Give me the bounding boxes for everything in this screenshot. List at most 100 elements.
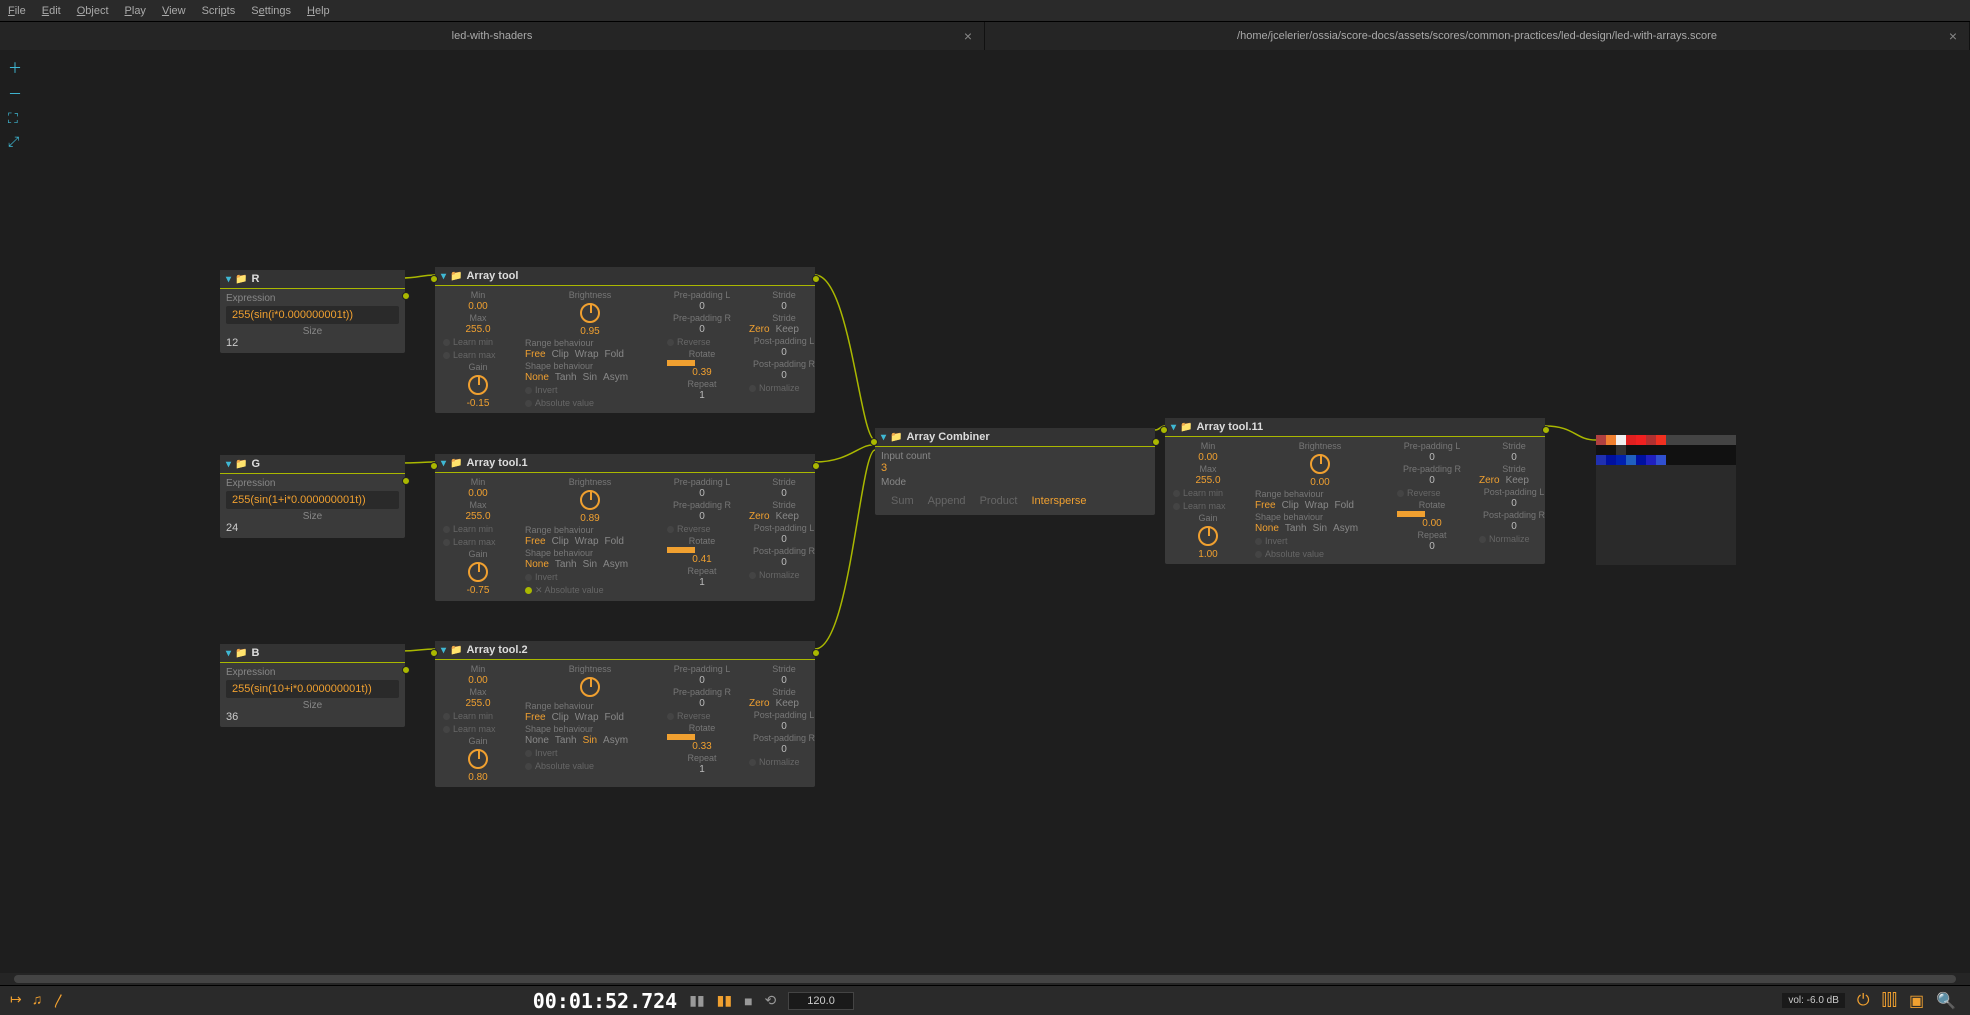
- menu-play[interactable]: Play: [125, 5, 146, 17]
- port-out[interactable]: [812, 649, 820, 657]
- port-out[interactable]: [402, 292, 410, 300]
- normalize-check[interactable]: Normalize: [749, 383, 819, 393]
- collapse-icon[interactable]: ▾: [226, 459, 231, 470]
- invert-check[interactable]: Invert: [525, 748, 655, 758]
- expression-input[interactable]: 255(sin(1+i*0.000000001t)): [226, 491, 399, 509]
- learn-max-check[interactable]: Learn max: [443, 724, 513, 734]
- absval-check[interactable]: ✕ Absolute value: [525, 585, 655, 596]
- close-icon[interactable]: ×: [1949, 28, 1957, 44]
- shape-asym[interactable]: Asym: [1333, 523, 1358, 534]
- rotate-slider[interactable]: [667, 547, 695, 553]
- normalize-check[interactable]: Normalize: [749, 757, 819, 767]
- node-array-tool-1[interactable]: ▾📁Array tool.1 Min 0.00 Max 255.0 Learn …: [435, 454, 815, 601]
- zoom-in-icon[interactable]: ＋: [8, 58, 22, 78]
- learn-max-check[interactable]: Learn max: [1173, 501, 1243, 511]
- port-out[interactable]: [402, 477, 410, 485]
- normalize-check[interactable]: Normalize: [749, 570, 819, 580]
- expression-input[interactable]: 255(sin(i*0.000000001t)): [226, 306, 399, 324]
- port-out[interactable]: [1542, 426, 1550, 434]
- shape-sin[interactable]: Sin: [1313, 523, 1327, 534]
- absval-check[interactable]: Absolute value: [1255, 549, 1385, 559]
- range-wrap[interactable]: Wrap: [575, 536, 599, 547]
- range-fold[interactable]: Fold: [605, 712, 624, 723]
- port-out[interactable]: [1152, 438, 1160, 446]
- menu-file[interactable]: File: [8, 5, 26, 17]
- learn-min-check[interactable]: Learn min: [443, 524, 513, 534]
- close-icon[interactable]: ×: [964, 28, 972, 44]
- shape-sin[interactable]: Sin: [583, 735, 597, 746]
- mode-sum[interactable]: Sum: [891, 495, 914, 507]
- shape-sin[interactable]: Sin: [583, 559, 597, 570]
- node-rgb-g[interactable]: ▾📁G Expression 255(sin(1+i*0.000000001t)…: [220, 455, 405, 538]
- node-rgb-b[interactable]: ▾📁B Expression 255(sin(10+i*0.000000001t…: [220, 644, 405, 727]
- stop-icon[interactable]: ■: [740, 993, 756, 1009]
- collapse-icon[interactable]: ▾: [441, 458, 446, 469]
- rotate-slider[interactable]: [667, 734, 695, 740]
- learn-max-check[interactable]: Learn max: [443, 350, 513, 360]
- tempo-input[interactable]: 120.0: [788, 992, 854, 1010]
- zero[interactable]: Zero: [749, 698, 770, 709]
- shape-asym[interactable]: Asym: [603, 559, 628, 570]
- mixer-icon[interactable]: ⫿⫿⫿: [1882, 992, 1897, 1010]
- pause-icon[interactable]: ▮▮: [685, 992, 708, 1009]
- normalize-check[interactable]: Normalize: [1479, 534, 1549, 544]
- node-rgb-r[interactable]: ▾📁R Expression 255(sin(i*0.000000001t)) …: [220, 270, 405, 353]
- range-free[interactable]: Free: [1255, 500, 1276, 511]
- range-wrap[interactable]: Wrap: [1305, 500, 1329, 511]
- gain-knob[interactable]: [468, 375, 488, 395]
- brightness-knob[interactable]: [580, 490, 600, 510]
- menu-object[interactable]: Object: [77, 5, 109, 17]
- learn-min-check[interactable]: Learn min: [443, 711, 513, 721]
- node-canvas[interactable]: ＋ － ⛶ ⤢ ▾📁R Expression 255(sin(i*0.00000…: [0, 50, 1970, 985]
- collapse-icon[interactable]: ▾: [881, 432, 886, 443]
- shape-sin[interactable]: Sin: [583, 372, 597, 383]
- collapse-icon[interactable]: ▾: [441, 645, 446, 656]
- scroll-thumb[interactable]: [14, 975, 1956, 983]
- port-out[interactable]: [812, 275, 820, 283]
- gain-knob[interactable]: [468, 562, 488, 582]
- zero[interactable]: Zero: [1479, 475, 1500, 486]
- port-out[interactable]: [402, 666, 410, 674]
- absval-check[interactable]: Absolute value: [525, 761, 655, 771]
- reverse-check[interactable]: Reverse: [667, 524, 737, 534]
- mode-product[interactable]: Product: [980, 495, 1018, 507]
- shape-asym[interactable]: Asym: [603, 735, 628, 746]
- menu-settings[interactable]: Settings: [251, 5, 291, 17]
- output-icon[interactable]: ▣: [1909, 991, 1924, 1011]
- collapse-icon[interactable]: ▾: [226, 648, 231, 659]
- menu-edit[interactable]: Edit: [42, 5, 61, 17]
- invert-check[interactable]: Invert: [525, 572, 655, 582]
- node-array-tool-11[interactable]: ▾📁Array tool.11 Min 0.00 Max 255.0 Learn…: [1165, 418, 1545, 564]
- node-array-tool-2[interactable]: ▾📁Array tool.2 Min 0.00 Max 255.0 Learn …: [435, 641, 815, 787]
- search-icon[interactable]: 🔍: [1936, 991, 1956, 1011]
- port-in[interactable]: [870, 438, 878, 446]
- learn-max-check[interactable]: Learn max: [443, 537, 513, 547]
- range-fold[interactable]: Fold: [1335, 500, 1354, 511]
- brightness-knob[interactable]: [580, 677, 600, 697]
- port-in[interactable]: [430, 649, 438, 657]
- curve-icon[interactable]: 〳: [52, 991, 66, 1011]
- keep[interactable]: Keep: [776, 324, 799, 335]
- range-clip[interactable]: Clip: [552, 712, 569, 723]
- menu-help[interactable]: Help: [307, 5, 330, 17]
- shape-tanh[interactable]: Tanh: [555, 372, 577, 383]
- keep[interactable]: Keep: [776, 698, 799, 709]
- learn-min-check[interactable]: Learn min: [1173, 488, 1243, 498]
- gain-knob[interactable]: [1198, 526, 1218, 546]
- menu-view[interactable]: View: [162, 5, 186, 17]
- node-array-combiner[interactable]: ▾ 📁 Array Combiner Input count 3 Mode Su…: [875, 428, 1155, 515]
- range-clip[interactable]: Clip: [552, 536, 569, 547]
- zero[interactable]: Zero: [749, 511, 770, 522]
- collapse-icon[interactable]: ▾: [441, 271, 446, 282]
- absval-check[interactable]: Absolute value: [525, 398, 655, 408]
- learn-min-check[interactable]: Learn min: [443, 337, 513, 347]
- collapse-icon[interactable]: ▾: [1171, 422, 1176, 433]
- collapse-icon[interactable]: ▾: [226, 274, 231, 285]
- shape-tanh[interactable]: Tanh: [1285, 523, 1307, 534]
- menu-scripts[interactable]: Scripts: [202, 5, 236, 17]
- node-array-tool[interactable]: ▾📁Array tool Min 0.00 Max 255.0 Learn mi…: [435, 267, 815, 413]
- tab-1[interactable]: led-with-shaders ×: [0, 22, 985, 50]
- keep[interactable]: Keep: [1506, 475, 1529, 486]
- rotate-slider[interactable]: [1397, 511, 1425, 517]
- zoom-out-icon[interactable]: －: [8, 84, 22, 104]
